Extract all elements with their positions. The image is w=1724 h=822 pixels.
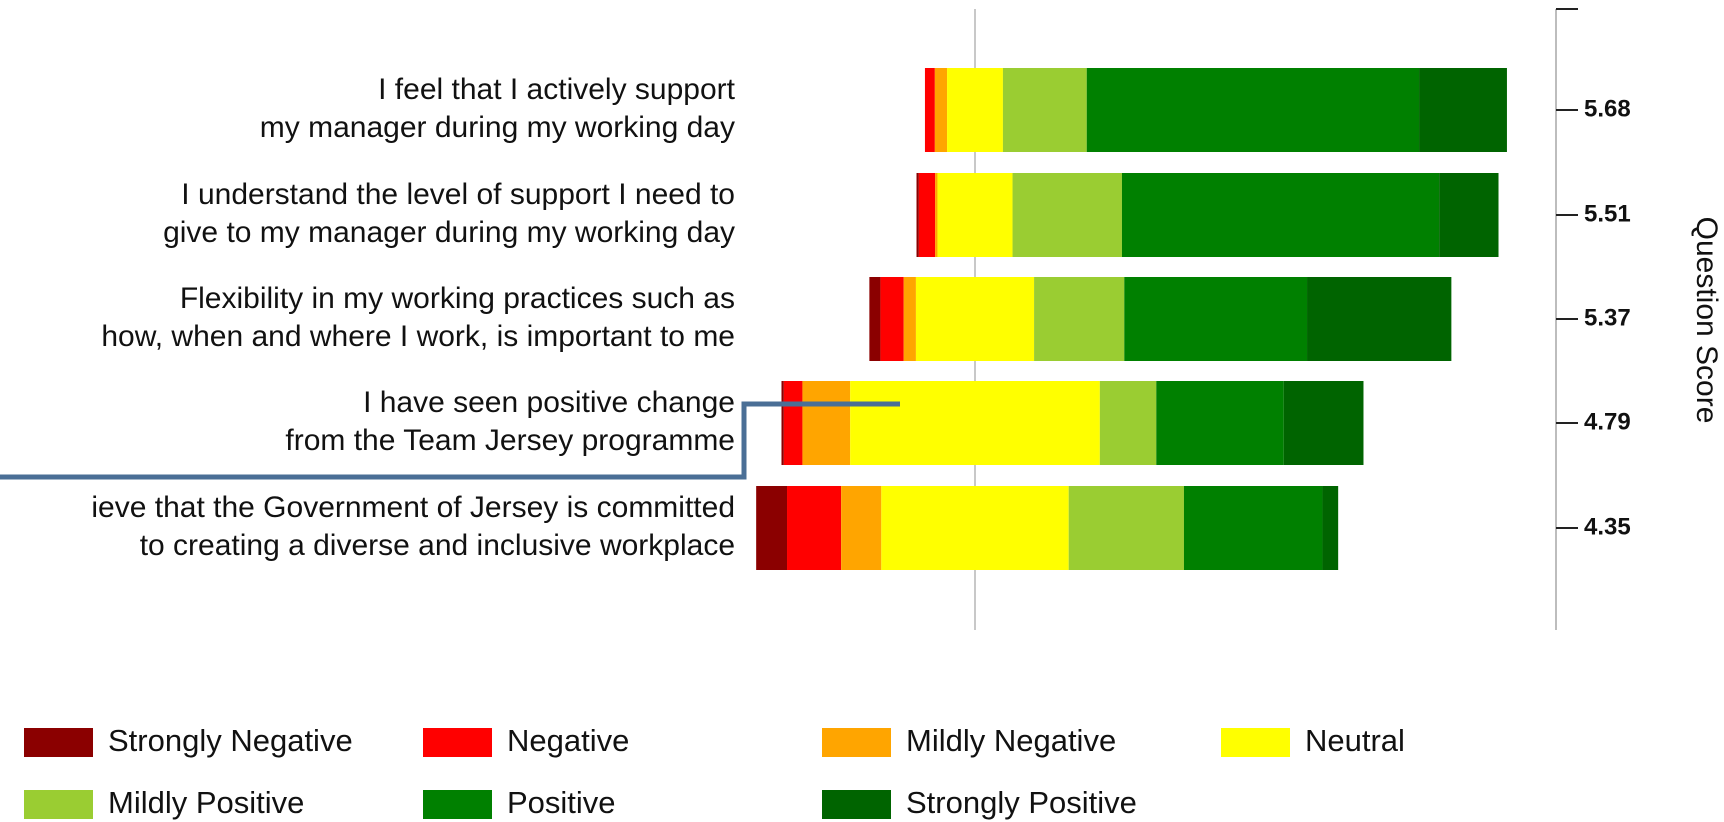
legend-label: Neutral	[1305, 723, 1405, 758]
bar-segment	[880, 277, 904, 361]
bar-segment	[1307, 277, 1452, 361]
legend-label: Mildly Negative	[906, 723, 1116, 758]
bar-segment	[935, 173, 938, 257]
bar-segment	[1283, 381, 1364, 465]
bar-segment	[756, 486, 788, 570]
category-label: I feel that I actively support	[378, 73, 736, 106]
bar-segment	[1034, 277, 1125, 361]
bar-segment	[869, 277, 881, 361]
bar-segment	[1068, 486, 1184, 570]
legend-label: Negative	[507, 723, 629, 758]
score-label: 4.35	[1584, 513, 1631, 540]
legend-label: Strongly Positive	[906, 785, 1137, 820]
category-label: I understand the level of support I need…	[181, 178, 735, 211]
bar-segment	[918, 173, 936, 257]
bar-segment	[1183, 486, 1323, 570]
bar-segment	[937, 173, 1013, 257]
legend-swatch	[423, 728, 492, 757]
bar-segment	[916, 173, 919, 257]
legend-swatch	[822, 790, 891, 819]
category-label: I have seen positive change	[363, 386, 735, 419]
legend-swatch	[24, 728, 93, 757]
bar-segment	[841, 486, 882, 570]
score-label: 4.79	[1584, 408, 1631, 435]
score-label: 5.68	[1584, 95, 1631, 122]
bar-segment	[1322, 486, 1339, 570]
category-label: give to my manager during my working day	[163, 216, 735, 249]
bar-segment	[787, 486, 842, 570]
score-label: 5.51	[1584, 200, 1631, 227]
bar-segment	[934, 68, 948, 152]
bar-segment	[1012, 173, 1122, 257]
bar-segment	[1439, 173, 1499, 257]
bar-segment	[1086, 68, 1420, 152]
legend-label: Mildly Positive	[108, 785, 304, 820]
bar-segment	[1156, 381, 1284, 465]
bar-segment	[903, 277, 916, 361]
bar-segment	[947, 68, 1003, 152]
legend-label: Strongly Negative	[108, 723, 353, 758]
bar-segment	[924, 68, 935, 152]
legend-label: Positive	[507, 785, 616, 820]
legend-swatch	[822, 728, 891, 757]
bar-segment	[915, 277, 1035, 361]
bar-segment	[802, 381, 851, 465]
legend-swatch	[1221, 728, 1290, 757]
score-axis-label: Question Score	[1690, 217, 1723, 424]
category-label: Flexibility in my working practices such…	[180, 282, 735, 315]
category-label: to creating a diverse and inclusive work…	[140, 529, 735, 562]
category-label: from the Team Jersey programme	[285, 424, 735, 457]
category-label: ieve that the Government of Jersey is co…	[91, 491, 735, 524]
bar-segment	[1099, 381, 1157, 465]
legend-swatch	[24, 790, 93, 819]
bar-segment	[1419, 68, 1507, 152]
bar-segment	[850, 381, 1100, 465]
category-label: how, when and where I work, is important…	[101, 320, 735, 353]
bar-segment	[783, 381, 803, 465]
bar-segment	[1124, 277, 1308, 361]
legend-swatch	[423, 790, 492, 819]
bar-segment	[881, 486, 1069, 570]
category-label: my manager during my working day	[260, 111, 735, 144]
bars	[756, 68, 1507, 570]
score-label: 5.37	[1584, 304, 1631, 331]
overlay-line	[0, 401, 900, 480]
bar-segment	[781, 381, 784, 465]
bar-segment	[1002, 68, 1087, 152]
bar-segment	[1121, 173, 1440, 257]
